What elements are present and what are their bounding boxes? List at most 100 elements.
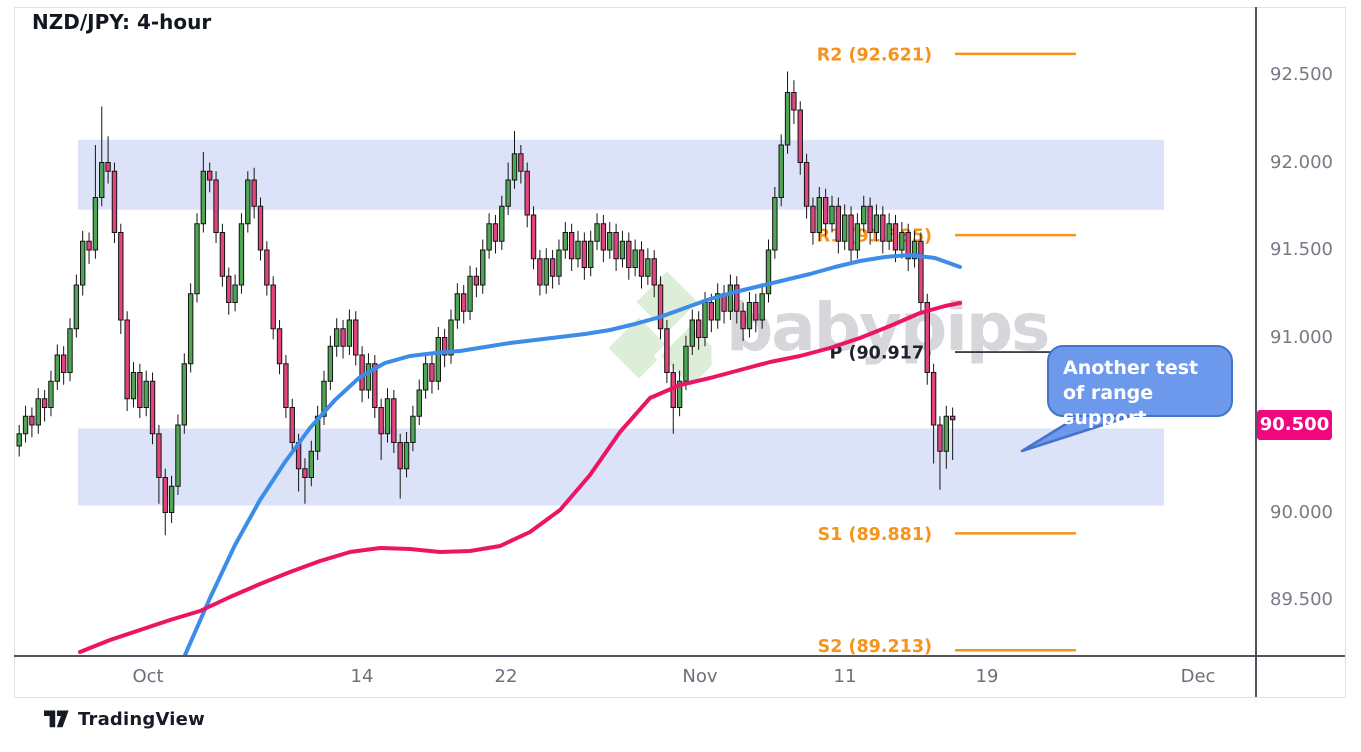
price-axis-label: 90.000 bbox=[1270, 501, 1333, 523]
candle-body bbox=[219, 232, 226, 277]
candle-body bbox=[486, 223, 492, 251]
price-axis-label: 91.000 bbox=[1270, 326, 1333, 348]
candle-body bbox=[410, 415, 416, 443]
candle-body bbox=[257, 205, 264, 251]
candle-body bbox=[911, 240, 918, 260]
time-axis-label: Oct bbox=[132, 666, 164, 687]
candle-body bbox=[930, 372, 937, 426]
candle-body bbox=[816, 197, 822, 233]
time-axis-label: 19 bbox=[975, 666, 999, 687]
candle-body bbox=[765, 249, 772, 295]
chart-title: NZD/JPY: 4-hour bbox=[32, 10, 212, 34]
price-axis-label: 92.500 bbox=[1270, 64, 1333, 85]
candle-body bbox=[80, 240, 86, 286]
candle-body bbox=[448, 319, 454, 356]
candle-body bbox=[473, 275, 480, 286]
candle-body bbox=[397, 442, 403, 470]
candle-body bbox=[899, 232, 905, 251]
candle-body bbox=[441, 337, 448, 356]
price-axis-label: 89.500 bbox=[1270, 589, 1333, 610]
candle-body bbox=[321, 380, 327, 417]
candle-body bbox=[683, 345, 689, 382]
candle-body bbox=[867, 205, 873, 233]
annotation-line-1: Another test bbox=[1063, 357, 1199, 379]
candle-body bbox=[492, 223, 499, 242]
candle-body bbox=[105, 162, 111, 172]
candle-body bbox=[499, 205, 505, 242]
candle-body bbox=[702, 302, 708, 338]
candle-body bbox=[422, 363, 429, 391]
tradingview-logo-text: TradingView bbox=[78, 709, 205, 730]
fast-ma-blue bbox=[183, 253, 962, 655]
candle-body bbox=[746, 302, 753, 330]
price-axis-line bbox=[1255, 7, 1257, 697]
candle-body bbox=[16, 433, 22, 447]
candle-body bbox=[727, 284, 734, 312]
candle-body bbox=[372, 363, 378, 408]
candle-body bbox=[822, 197, 829, 225]
candle-body bbox=[854, 223, 861, 251]
candle-body bbox=[429, 363, 435, 382]
candle-body bbox=[334, 328, 340, 347]
candle-body bbox=[784, 92, 791, 146]
candle-body bbox=[613, 232, 619, 260]
candle-body bbox=[276, 328, 283, 365]
candle-body bbox=[270, 284, 276, 330]
candle-body bbox=[772, 197, 778, 251]
candle-body bbox=[619, 240, 626, 260]
candle-body bbox=[187, 293, 194, 365]
chart-widget-border bbox=[14, 7, 1346, 698]
candle-body bbox=[695, 319, 702, 338]
candle-body bbox=[384, 398, 391, 435]
candle-body bbox=[797, 109, 803, 163]
candle-body bbox=[511, 153, 518, 181]
candle-body bbox=[676, 380, 683, 408]
candle-body bbox=[645, 258, 651, 277]
candle-body bbox=[651, 258, 657, 286]
candle-body bbox=[359, 354, 365, 391]
candle-body bbox=[86, 240, 92, 251]
candle-body bbox=[194, 223, 200, 295]
tradingview-logo[interactable]: TradingView bbox=[44, 709, 205, 730]
candle-body bbox=[283, 363, 289, 408]
candle-body bbox=[29, 415, 35, 426]
candle-body bbox=[892, 223, 899, 251]
candle-body bbox=[435, 337, 442, 382]
candle-body bbox=[207, 170, 213, 181]
time-axis-line bbox=[14, 655, 1345, 657]
time-axis-label: 14 bbox=[350, 666, 374, 687]
candle-body bbox=[638, 249, 645, 277]
candle-body bbox=[543, 258, 549, 286]
slow-ma-pink bbox=[78, 301, 962, 654]
pivot-label-S2: S2 (89.213) bbox=[818, 637, 932, 657]
range-resistance bbox=[78, 139, 1164, 210]
candle-body bbox=[880, 214, 886, 242]
candle-body bbox=[689, 319, 695, 347]
pivot-label-S1: S1 (89.881) bbox=[818, 525, 932, 545]
candle-body bbox=[842, 214, 848, 242]
time-axis-label: 22 bbox=[494, 666, 518, 687]
candle-body bbox=[67, 328, 73, 373]
candle-body bbox=[949, 415, 956, 421]
candle-body bbox=[73, 284, 80, 330]
candle-body bbox=[156, 433, 162, 478]
candle-body bbox=[124, 319, 130, 400]
pivot-label-R2: R2 (92.621) bbox=[817, 45, 932, 65]
pivot-layer: R2 (92.621)R1 (91.585)P (90.917)S1 (89.8… bbox=[817, 45, 1076, 657]
candle-body bbox=[518, 153, 524, 172]
candle-body bbox=[264, 249, 270, 286]
candle-body bbox=[708, 302, 715, 321]
candle-body bbox=[200, 170, 207, 225]
candle-body bbox=[346, 319, 353, 347]
candle-body bbox=[657, 284, 664, 330]
candle-body bbox=[251, 179, 257, 207]
candle-body bbox=[353, 319, 359, 356]
candle-body bbox=[759, 293, 765, 321]
candle-body bbox=[461, 293, 467, 312]
candle-body bbox=[943, 415, 949, 452]
zones-layer bbox=[78, 139, 1164, 506]
candle-body bbox=[924, 302, 930, 373]
last-price-badge: 90.500 bbox=[1257, 410, 1332, 440]
candle-body bbox=[568, 232, 575, 260]
